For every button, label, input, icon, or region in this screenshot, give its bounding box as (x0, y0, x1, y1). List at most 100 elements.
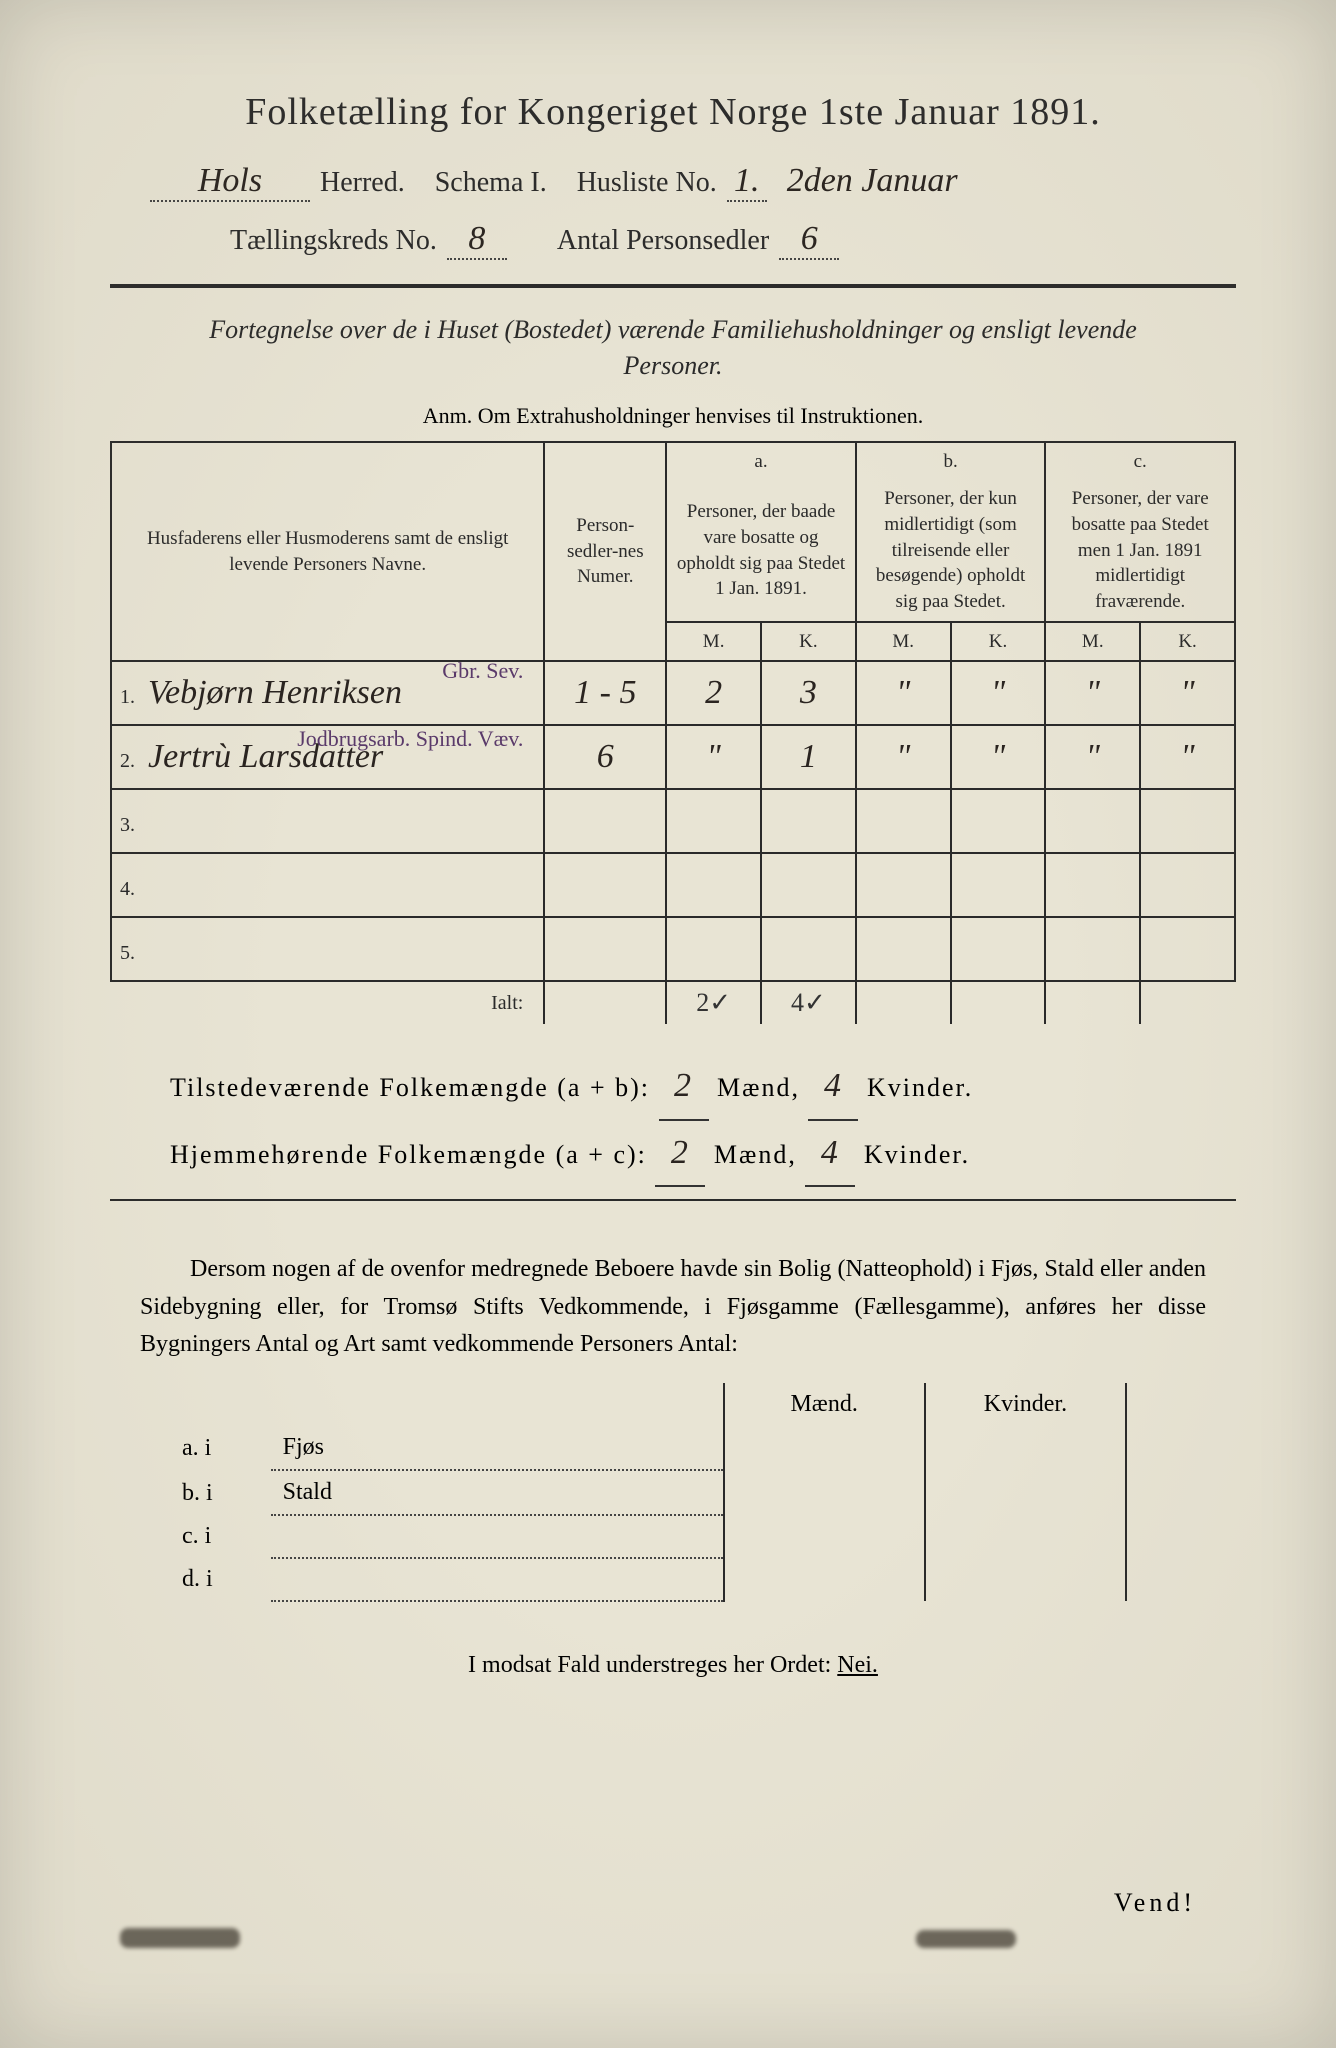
col-header-b-top: b. (856, 442, 1046, 481)
bldg-k-cell (925, 1515, 1126, 1558)
ialt-am: 2✓ (696, 988, 731, 1017)
stain (916, 1930, 1016, 1948)
col-header-num: Person-sedler-nes Numer. (544, 442, 666, 661)
bldg-row-label: c. i (170, 1515, 271, 1558)
totals-line2-k: 4 (805, 1121, 855, 1188)
col-header-c-top: c. (1045, 442, 1235, 481)
col-mk: K. (1140, 622, 1235, 662)
col-mk: K. (951, 622, 1046, 662)
col-header-b: Personer, der kun midlertidigt (som tilr… (856, 480, 1046, 621)
col-mk: M. (1045, 622, 1140, 662)
nei-word: Nei. (837, 1652, 878, 1678)
bldg-row-label: b. i (170, 1470, 271, 1515)
col-header-c: Personer, der vare bosatte paa Stedet me… (1045, 480, 1235, 621)
bldg-row: b. i Stald (170, 1470, 1126, 1515)
bldg-row: d. i (170, 1558, 1126, 1601)
form-anm: Anm. Om Extrahusholdninger henvises til … (110, 403, 1236, 429)
bldg-row-type (271, 1515, 724, 1558)
row-num: 3. (120, 814, 135, 836)
cell-bm: " (896, 674, 910, 711)
totals-line1-ml: Mænd, (717, 1073, 800, 1102)
ialt-label: Ialt: (111, 981, 544, 1024)
building-table: Mænd. Kvinder. a. i Fjøs b. i Stald c. i… (170, 1383, 1127, 1602)
bldg-row: a. i Fjøs (170, 1426, 1126, 1470)
schema-label: Schema I. (435, 167, 547, 199)
col-mk: K. (761, 622, 856, 662)
cell-am: " (706, 738, 720, 775)
totals-line2-ml: Mænd, (714, 1140, 797, 1169)
census-table: Husfaderens eller Husmoderens samt de en… (110, 441, 1236, 1024)
table-row: 2. Jertrù Larsdatter Jodbrugsarb. Spind.… (111, 725, 1235, 789)
totals-line1-k: 4 (808, 1054, 858, 1121)
vend-label: Vend! (1114, 1888, 1196, 1918)
husliste-value: 1. (734, 162, 760, 199)
cell-num: 6 (597, 738, 614, 775)
totals-line1-kl: Kvinder. (867, 1073, 973, 1102)
col-header-name: Husfaderens eller Husmoderens samt de en… (111, 442, 544, 661)
header-line-1: Hols Herred. Schema I. Husliste No. 1. 2… (110, 162, 1236, 202)
kreds-value: 8 (468, 220, 485, 257)
bldg-row-label: a. i (170, 1426, 271, 1470)
divider (110, 284, 1236, 288)
header-line-2: Tællingskreds No. 8 Antal Personsedler 6 (110, 220, 1236, 260)
date-note: 2den Januar (787, 162, 958, 200)
totals-line2-label: Hjemmehørende Folkemængde (a + c): (170, 1140, 647, 1169)
margin-note: Jodbrugsarb. Spind. Væv. (297, 726, 523, 752)
antal-label: Antal Personsedler (557, 225, 769, 257)
form-description: Fortegnelse over de i Huset (Bostedet) v… (190, 312, 1156, 385)
cell-bm: " (896, 738, 910, 775)
cell-ck: " (1180, 738, 1194, 775)
row-num: 5. (120, 942, 135, 964)
cell-ck: " (1180, 674, 1194, 711)
person-name: Vebjørn Henriksen (148, 674, 402, 711)
bldg-k-cell (925, 1426, 1126, 1470)
ialt-ak: 4✓ (791, 988, 826, 1017)
col-header-a: Personer, der baade vare bosatte og opho… (666, 480, 856, 621)
bldg-hdr-k: Kvinder. (925, 1383, 1126, 1426)
table-row: 3. (111, 789, 1235, 853)
kreds-label: Tællingskreds No. (230, 225, 437, 257)
cell-num: 1 - 5 (574, 674, 636, 711)
totals-line2-m: 2 (655, 1121, 705, 1188)
table-row: 4. (111, 853, 1235, 917)
margin-note: Gbr. Sev. (442, 658, 523, 684)
cell-cm: " (1086, 738, 1100, 775)
bldg-row-type: Fjøs (271, 1426, 724, 1470)
nei-text: I modsat Fald understreges her Ordet: (468, 1652, 831, 1678)
nei-line: I modsat Fald understreges her Ordet: Ne… (110, 1652, 1236, 1679)
census-form-page: Folketælling for Kongeriget Norge 1ste J… (0, 0, 1336, 2048)
bldg-row-type: Stald (271, 1470, 724, 1515)
table-row: 1. Vebjørn Henriksen Gbr. Sev. 1 - 5 2 3… (111, 661, 1235, 725)
antal-value: 6 (801, 220, 818, 257)
row-num: 2. (120, 750, 135, 772)
husliste-label: Husliste No. (577, 167, 717, 199)
col-mk: M. (856, 622, 951, 662)
row-num: 4. (120, 878, 135, 900)
cell-bk: " (991, 674, 1005, 711)
bldg-m-cell (724, 1515, 925, 1558)
cell-cm: " (1086, 674, 1100, 711)
bldg-row-type (271, 1558, 724, 1601)
table-row: 5. (111, 917, 1235, 981)
totals-line2-kl: Kvinder. (864, 1140, 970, 1169)
herred-value: Hols (198, 162, 262, 199)
divider (110, 1199, 1236, 1201)
form-title: Folketælling for Kongeriget Norge 1ste J… (110, 90, 1236, 134)
building-paragraph: Dersom nogen af de ovenfor medregnede Be… (140, 1251, 1206, 1363)
col-mk: M. (666, 622, 761, 662)
col-header-a-top: a. (666, 442, 856, 481)
bldg-m-cell (724, 1470, 925, 1515)
bldg-m-cell (724, 1558, 925, 1601)
bldg-k-cell (925, 1558, 1126, 1601)
totals-line1-m: 2 (659, 1054, 709, 1121)
stain (120, 1928, 240, 1948)
bldg-row-label: d. i (170, 1558, 271, 1601)
row-num: 1. (120, 686, 135, 708)
herred-label: Herred. (320, 167, 405, 199)
cell-bk: " (991, 738, 1005, 775)
bldg-row: c. i (170, 1515, 1126, 1558)
bldg-hdr-m: Mænd. (724, 1383, 925, 1426)
cell-am: 2 (705, 674, 722, 711)
cell-ak: 3 (800, 674, 817, 711)
totals-line1-label: Tilstedeværende Folkemængde (a + b): (170, 1073, 650, 1102)
